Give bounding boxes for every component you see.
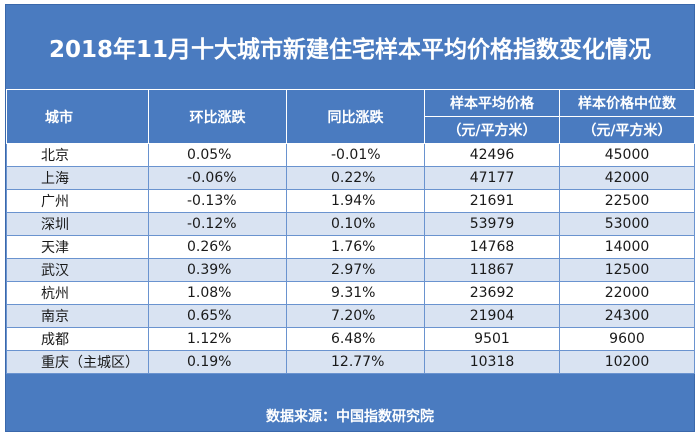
table-row: 成都 1.12% 6.48% 9501 9600	[6, 327, 695, 351]
cell-city: 武汉	[6, 258, 149, 282]
cell-mom: -0.12%	[148, 212, 287, 236]
cell-city: 南京	[6, 304, 149, 328]
header-median: 样本价格中位数	[559, 89, 695, 117]
header-city: 城市	[6, 89, 149, 144]
cell-mom: 1.08%	[148, 281, 287, 305]
cell-median: 9600	[559, 327, 695, 351]
cell-avg: 21904	[424, 304, 560, 328]
table-row: 南京 0.65% 7.20% 21904 24300	[6, 304, 695, 328]
cell-yoy: 9.31%	[286, 281, 425, 305]
cell-median: 10200	[559, 350, 695, 374]
cell-yoy: 0.22%	[286, 166, 425, 190]
cell-yoy: 6.48%	[286, 327, 425, 351]
cell-median: 53000	[559, 212, 695, 236]
page-title: 2018年11月十大城市新建住宅样本平均价格指数变化情况	[48, 37, 652, 63]
price-table: 城市 环比涨跌 同比涨跌 样本平均价格 样本价格中位数 （元/平方米） （元/平…	[6, 89, 695, 374]
cell-median: 14000	[559, 235, 695, 259]
header-avg-unit: （元/平方米）	[424, 116, 560, 144]
data-source: 数据来源：中国指数研究院	[6, 401, 694, 431]
table-row: 重庆（主城区） 0.19% 12.77% 10318 10200	[6, 350, 695, 374]
cell-avg: 23692	[424, 281, 560, 305]
cell-mom: 0.26%	[148, 235, 287, 259]
cell-mom: 1.12%	[148, 327, 287, 351]
table-row: 深圳 -0.12% 0.10% 53979 53000	[6, 212, 695, 236]
cell-yoy: 1.94%	[286, 189, 425, 213]
cell-avg: 11867	[424, 258, 560, 282]
cell-city: 杭州	[6, 281, 149, 305]
cell-yoy: 7.20%	[286, 304, 425, 328]
cell-avg: 21691	[424, 189, 560, 213]
cell-median: 12500	[559, 258, 695, 282]
cell-city: 北京	[6, 143, 149, 167]
cell-yoy: 12.77%	[286, 350, 425, 374]
header-median-unit: （元/平方米）	[559, 116, 695, 144]
table-row: 上海 -0.06% 0.22% 47177 42000	[6, 166, 695, 190]
cell-city: 上海	[6, 166, 149, 190]
table-row: 天津 0.26% 1.76% 14768 14000	[6, 235, 695, 259]
cell-median: 42000	[559, 166, 695, 190]
cell-avg: 53979	[424, 212, 560, 236]
cell-avg: 14768	[424, 235, 560, 259]
cell-city: 广州	[6, 189, 149, 213]
cell-avg: 10318	[424, 350, 560, 374]
cell-yoy: -0.01%	[286, 143, 425, 167]
cell-mom: 0.19%	[148, 350, 287, 374]
cell-mom: -0.13%	[148, 189, 287, 213]
cell-mom: 0.05%	[148, 143, 287, 167]
cell-mom: 0.39%	[148, 258, 287, 282]
header-yoy: 同比涨跌	[286, 89, 425, 144]
table-row: 北京 0.05% -0.01% 42496 45000	[6, 143, 695, 167]
cell-mom: 0.65%	[148, 304, 287, 328]
cell-median: 45000	[559, 143, 695, 167]
cell-median: 24300	[559, 304, 695, 328]
cell-city: 深圳	[6, 212, 149, 236]
cell-mom: -0.06%	[148, 166, 287, 190]
cell-avg: 47177	[424, 166, 560, 190]
cell-yoy: 1.76%	[286, 235, 425, 259]
table-row: 广州 -0.13% 1.94% 21691 22500	[6, 189, 695, 213]
table-frame: 2018年11月十大城市新建住宅样本平均价格指数变化情况 城市 环比涨跌 同比涨…	[5, 4, 695, 432]
table-row: 武汉 0.39% 2.97% 11867 12500	[6, 258, 695, 282]
cell-yoy: 2.97%	[286, 258, 425, 282]
header-avg: 样本平均价格	[424, 89, 560, 117]
cell-city: 重庆（主城区）	[6, 350, 149, 374]
cell-median: 22500	[559, 189, 695, 213]
cell-avg: 42496	[424, 143, 560, 167]
header-mom: 环比涨跌	[148, 89, 287, 144]
cell-median: 22000	[559, 281, 695, 305]
cell-avg: 9501	[424, 327, 560, 351]
cell-yoy: 0.10%	[286, 212, 425, 236]
cell-city: 天津	[6, 235, 149, 259]
cell-city: 成都	[6, 327, 149, 351]
table-row: 杭州 1.08% 9.31% 23692 22000	[6, 281, 695, 305]
